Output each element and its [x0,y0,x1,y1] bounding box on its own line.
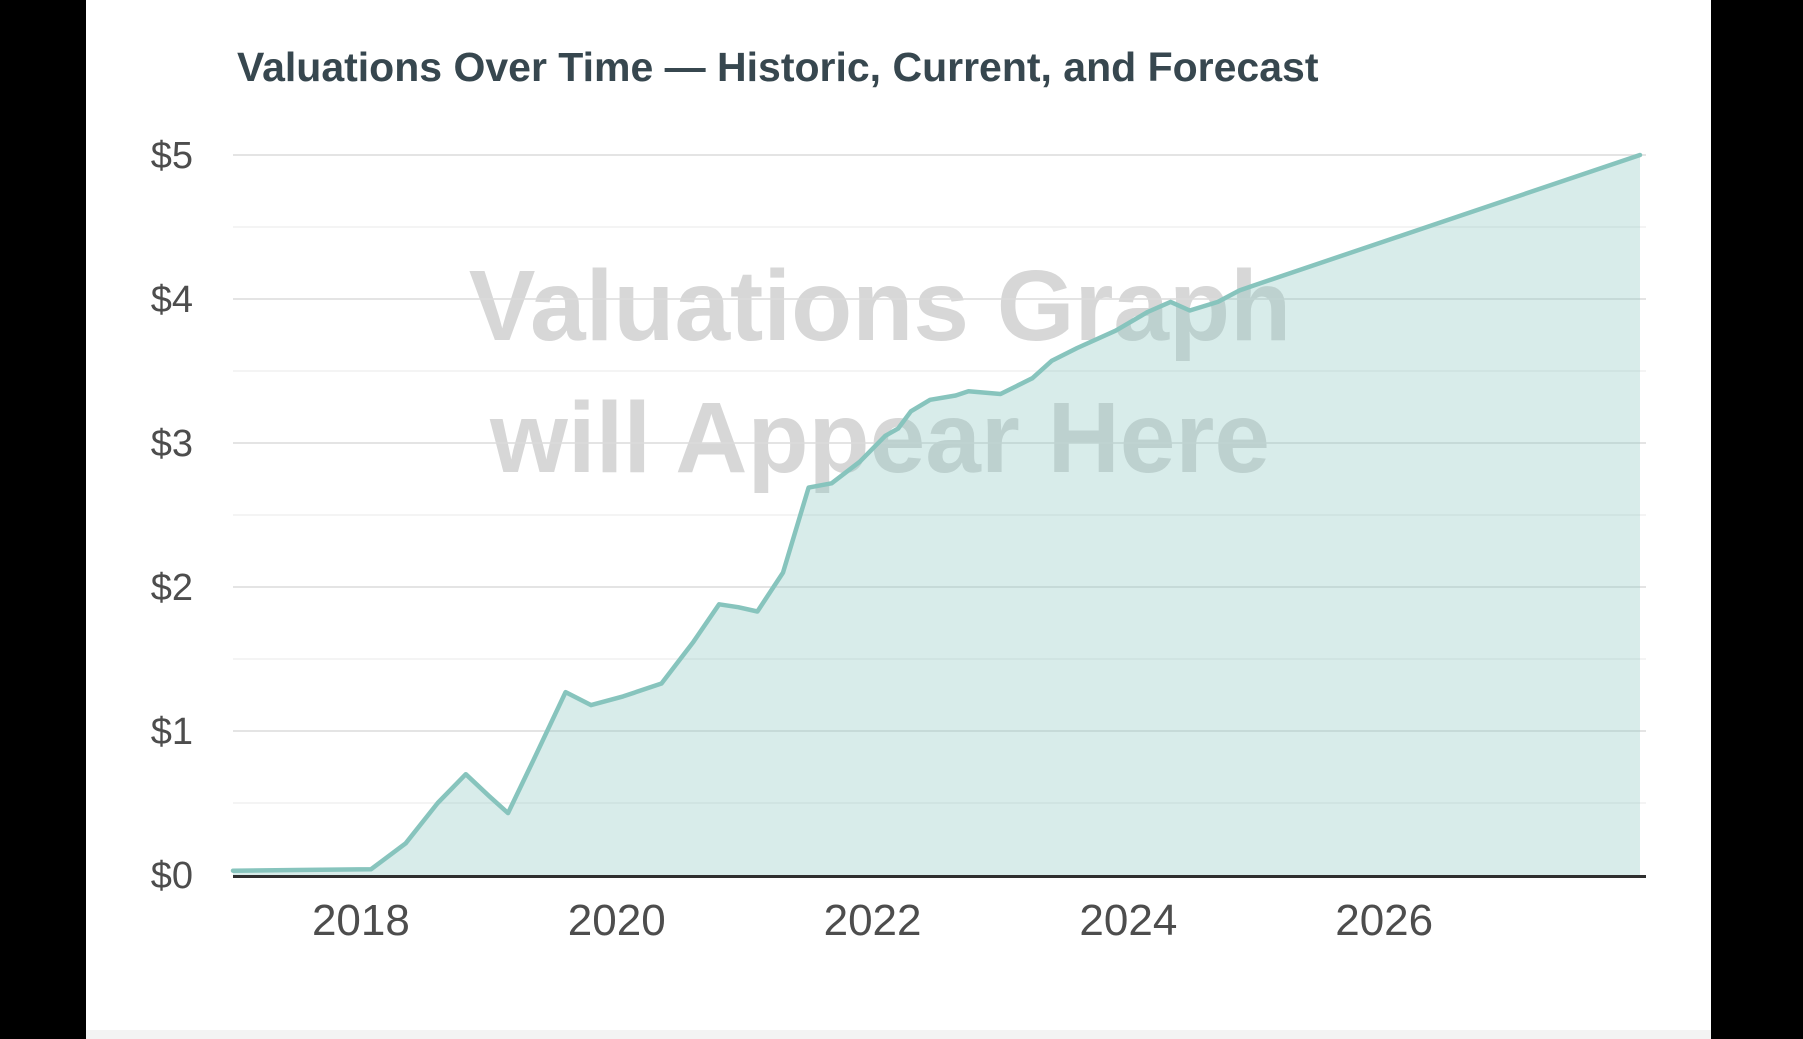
y-axis-tick-label: $4 [151,279,193,321]
y-axis-tick-label: $0 [151,855,193,897]
chart-title: Valuations Over Time — Historic, Current… [237,44,1319,90]
x-axis-tick-label: 2022 [824,896,922,945]
y-axis-tick-label: $2 [151,567,193,609]
y-axis-tick-label: $1 [151,711,193,753]
right-black-bar [1711,0,1803,1039]
watermark-line-1: Valuations Graph [468,250,1292,362]
chart-watermark: Valuations Graph will Appear Here [233,240,1527,504]
x-axis-tick-label: 2024 [1079,896,1177,945]
area-series-fill [233,155,1640,875]
bottom-window-strip [86,1030,1711,1039]
x-axis-tick-label: 2018 [312,896,410,945]
y-axis-tick-label: $5 [151,135,193,177]
left-black-bar [0,0,86,1039]
x-axis-tick-label: 2020 [568,896,666,945]
y-axis-tick-label: $3 [151,423,193,465]
x-axis-tick-label: 2026 [1335,896,1433,945]
area-series-outline [230,152,1643,873]
